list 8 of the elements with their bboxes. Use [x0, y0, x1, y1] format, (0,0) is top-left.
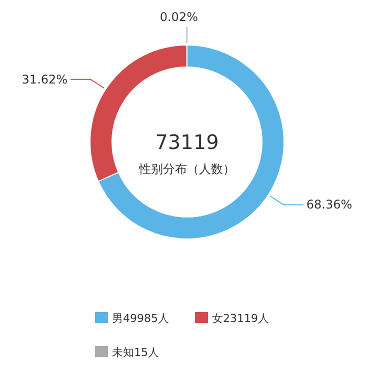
- legend-label: 女23119人: [212, 312, 269, 325]
- data-label: 68.36%: [306, 198, 352, 212]
- legend-label: 未知15人: [112, 346, 159, 359]
- text: 73119: [155, 130, 219, 154]
- text: 性别分布（人数）: [138, 162, 235, 176]
- data-label: 0.02%: [160, 10, 198, 24]
- data-label: 31.62%: [22, 72, 68, 86]
- legend-label: 男49985人: [112, 312, 169, 325]
